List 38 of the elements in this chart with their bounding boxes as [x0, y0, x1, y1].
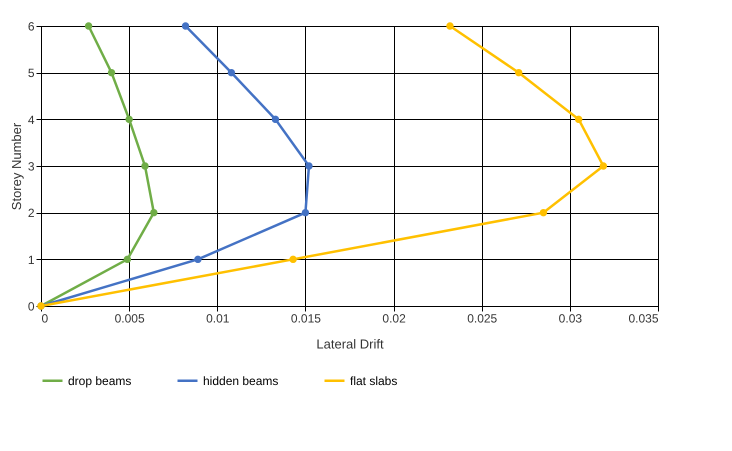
- y-tick-label: 5: [28, 66, 35, 80]
- point: [540, 208, 548, 216]
- y-tick-label: 2: [28, 206, 35, 220]
- y-tick-label: 0: [28, 300, 35, 314]
- legend-label: hidden beams: [203, 374, 278, 388]
- point: [182, 22, 190, 30]
- point: [302, 208, 310, 216]
- point: [574, 116, 582, 124]
- point: [194, 256, 202, 264]
- x-tick-label: 0.02: [382, 312, 406, 326]
- x-axis-title: Lateral Drift: [316, 336, 384, 352]
- y-tick-label: 1: [28, 252, 35, 267]
- point: [125, 116, 133, 124]
- point: [141, 162, 149, 170]
- legend-label: flat slabs: [350, 374, 398, 388]
- point: [446, 22, 454, 30]
- y-axis-title: Storey Number: [8, 122, 24, 210]
- x-tick-label: 0.015: [290, 312, 322, 326]
- point: [150, 208, 158, 216]
- x-tick-label: 0.01: [206, 312, 230, 326]
- point: [108, 68, 116, 76]
- y-tick-label: 4: [28, 112, 35, 127]
- point: [289, 256, 297, 264]
- x-tick-label: 0.035: [628, 312, 659, 326]
- x-tick-label: 0.005: [114, 312, 145, 326]
- x-tick-label: 0.025: [467, 312, 498, 326]
- y-tick-label: 6: [28, 20, 35, 34]
- point: [272, 116, 280, 124]
- point: [124, 256, 132, 264]
- point: [228, 68, 236, 76]
- x-tick-label: 0.03: [558, 312, 582, 326]
- y-tick-label: 3: [28, 160, 35, 174]
- legend-label: drop beams: [68, 374, 132, 388]
- x-tick-label: 0: [42, 312, 48, 326]
- point: [515, 68, 522, 76]
- point: [600, 162, 608, 170]
- point: [305, 162, 313, 170]
- point: [84, 22, 92, 30]
